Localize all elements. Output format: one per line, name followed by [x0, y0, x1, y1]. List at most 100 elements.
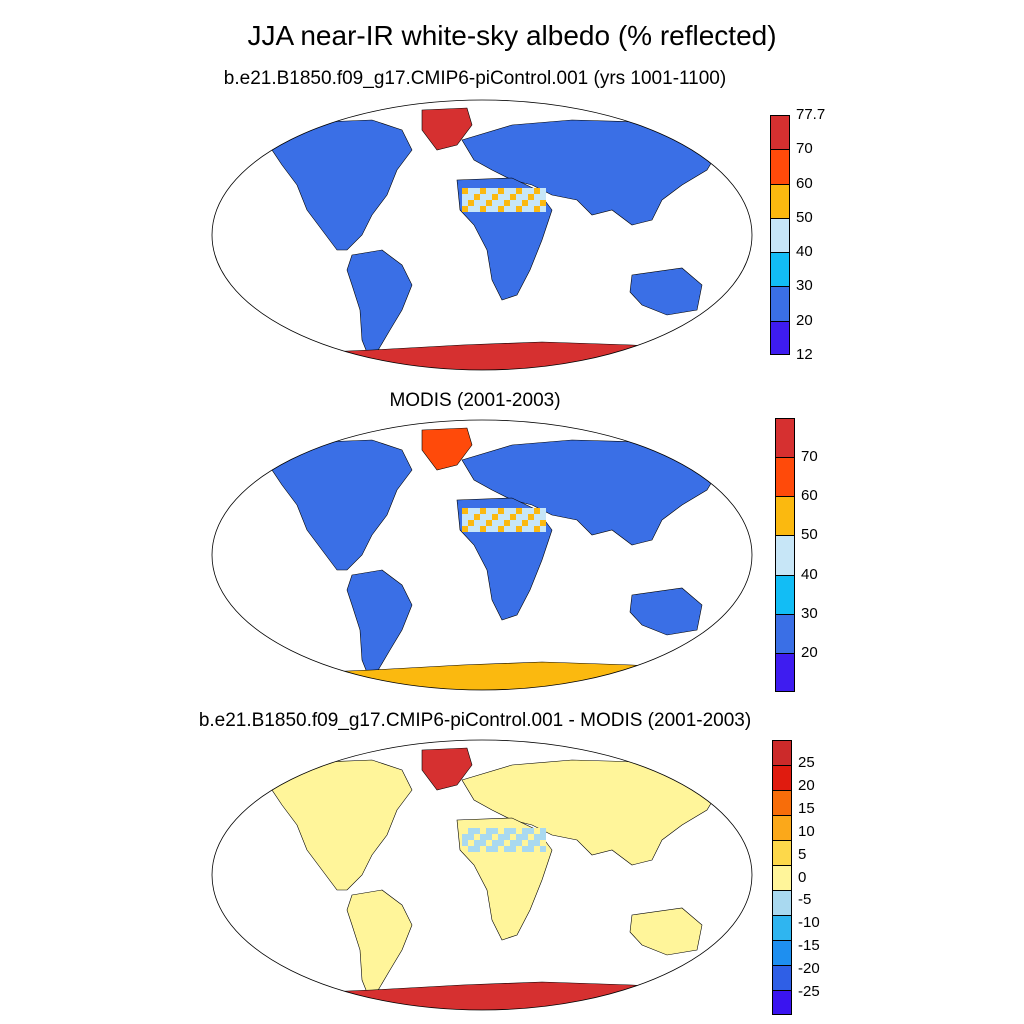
colorbar-swatch [770, 217, 790, 253]
colorbar-swatch [772, 790, 792, 815]
sahara-cell [480, 834, 486, 840]
sahara-cell [516, 526, 522, 532]
namerica-region [271, 119, 413, 251]
sahara-cell [492, 840, 498, 846]
colorbar-swatch [775, 457, 795, 497]
panel-2-map [211, 419, 753, 691]
sahara-cell [516, 194, 522, 200]
sahara-cell [528, 188, 534, 194]
colorbar-tick-label: 10 [798, 822, 815, 840]
sahara-cell [462, 200, 468, 206]
sahara-cell [540, 200, 546, 206]
sahara-cell [468, 520, 474, 526]
greenland-region [421, 427, 473, 471]
sahara-cell [498, 828, 504, 834]
australia-region [629, 267, 703, 316]
sahara-cell [492, 206, 498, 212]
colorbar-swatch [772, 840, 792, 865]
sahara-cell [480, 206, 486, 212]
antarctica-region [251, 341, 713, 370]
sahara-cell [480, 520, 486, 526]
panel-2-colorbar: 20 30 40 50 60 70 [775, 418, 835, 692]
sahara-cell [486, 840, 492, 846]
colorbar-swatch [770, 320, 790, 355]
sahara-cell [504, 520, 510, 526]
sahara-cell [480, 526, 486, 532]
colorbar-tick-label: 20 [796, 311, 813, 329]
sahara-cell [510, 846, 516, 852]
sahara-cell [498, 520, 504, 526]
colorbar-swatch [772, 940, 792, 965]
sahara-cell [480, 828, 486, 834]
colorbar-swatch [775, 574, 795, 614]
namerica-region [271, 759, 413, 891]
sahara-cell [474, 194, 480, 200]
sahara-cell [486, 194, 492, 200]
sahara-cell [540, 846, 546, 852]
sahara-cell [510, 520, 516, 526]
panel-3-map [211, 739, 753, 1011]
antarctica-region [251, 661, 713, 690]
sahara-cell [492, 200, 498, 206]
antarctica-region [251, 981, 713, 1010]
panel-1-colorbar: 12 20 30 40 50 60 70 77.7 [770, 107, 830, 362]
sahara-cell [492, 846, 498, 852]
sahara-cell [498, 188, 504, 194]
sahara-cell [468, 846, 474, 852]
sahara-cell [462, 188, 468, 194]
sahara-cell [480, 846, 486, 852]
sahara-cell [462, 508, 468, 514]
sahara-cell [486, 520, 492, 526]
sahara-cell [498, 834, 504, 840]
greenland-region [421, 747, 473, 791]
sahara-cell [474, 188, 480, 194]
sahara-cell [468, 206, 474, 212]
colorbar-tick-label: 50 [796, 208, 813, 226]
colorbar-swatch [772, 915, 792, 940]
sahara-cell [540, 834, 546, 840]
sahara-cell [498, 840, 504, 846]
sahara-cell [462, 846, 468, 852]
colorbar-swatch [770, 183, 790, 218]
colorbar-frame [775, 418, 795, 692]
colorbar-tick-label: 30 [796, 277, 813, 295]
sahara-cell [522, 828, 528, 834]
colorbar-swatch [772, 765, 792, 790]
colorbar-tick-label: -20 [798, 960, 820, 978]
sahara-cell [534, 526, 540, 532]
sahara-cell [474, 846, 480, 852]
sahara-cell [516, 828, 522, 834]
sahara-cell [474, 834, 480, 840]
map-land-layer [212, 420, 752, 690]
colorbar-tick-label: 5 [798, 845, 807, 863]
sahara-cell [522, 514, 528, 520]
colorbar-tick-label: 40 [801, 565, 818, 583]
colorbar-tick-label: -10 [798, 914, 820, 932]
sahara-cell [480, 840, 486, 846]
sahara-cell [462, 514, 468, 520]
sahara-cell [480, 200, 486, 206]
sahara-cell [474, 514, 480, 520]
sahara-cell [504, 508, 510, 514]
sahara-cell [534, 834, 540, 840]
sahara-cell [492, 834, 498, 840]
sahara-cell [522, 206, 528, 212]
sahara-cell [474, 520, 480, 526]
sahara-cell [486, 200, 492, 206]
sahara-cell [492, 828, 498, 834]
map-land-layer [212, 100, 752, 370]
sahara-cell [528, 206, 534, 212]
colorbar-tick-label: 0 [798, 868, 807, 886]
map-group [211, 419, 753, 691]
sahara-cell [528, 834, 534, 840]
sahara-cell [528, 200, 534, 206]
colorbar-tick-label: -25 [798, 983, 820, 1001]
sahara-cell [486, 508, 492, 514]
colorbar-swatch [775, 496, 795, 536]
colorbar-frame [770, 115, 790, 355]
sahara-cell [474, 828, 480, 834]
panel-3-colorbar: -25 -20 -15 -10 -5 0 5 10 15 20 25 [772, 740, 832, 1015]
sahara-cell [468, 514, 474, 520]
colorbar-swatch [772, 990, 792, 1015]
sahara-cell [492, 520, 498, 526]
